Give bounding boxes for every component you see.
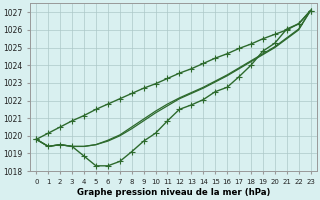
- X-axis label: Graphe pression niveau de la mer (hPa): Graphe pression niveau de la mer (hPa): [77, 188, 270, 197]
